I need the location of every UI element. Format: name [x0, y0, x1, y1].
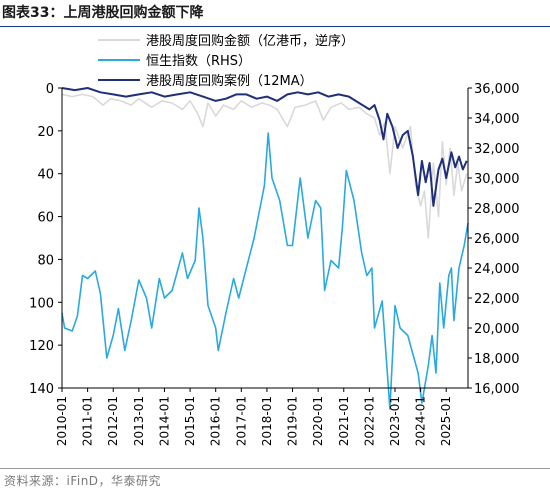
x-tick-label: 2023-01: [388, 396, 402, 446]
right-tick-label: 32,000: [474, 142, 520, 157]
x-tick-label: 2011-01: [81, 396, 95, 446]
right-tick-label: 26,000: [474, 232, 520, 247]
left-tick-label: 120: [29, 339, 54, 354]
left-tick-label: 40: [37, 168, 54, 183]
x-tick-label: 2024-01: [414, 396, 428, 446]
right-tick-label: 36,000: [474, 82, 520, 97]
x-tick-label: 2020-01: [311, 396, 325, 446]
legend-label-3: 港股周度回购案例（12MA）: [146, 73, 313, 89]
figure-title: 图表33：上周港股回购金额下降: [2, 2, 203, 22]
right-tick-label: 16,000: [474, 382, 520, 397]
right-tick-label: 30,000: [474, 172, 520, 187]
x-tick-label: 2025-01: [439, 396, 453, 446]
figure-title-text: 上周港股回购金额下降: [63, 5, 204, 21]
right-tick-label: 28,000: [474, 202, 520, 217]
x-tick-label: 2019-01: [286, 396, 300, 446]
right-tick-label: 22,000: [474, 292, 520, 307]
title-divider: [0, 26, 550, 27]
x-tick-label: 2013-01: [132, 396, 146, 446]
source-divider: [0, 468, 550, 469]
x-tick-label: 2017-01: [234, 396, 248, 446]
x-tick-label: 2016-01: [209, 396, 223, 446]
x-tick-label: 2012-01: [106, 396, 120, 446]
series-line-2: [61, 132, 469, 410]
x-tick-label: 2010-01: [55, 396, 69, 446]
right-tick-label: 20,000: [474, 322, 520, 337]
left-tick-label: 140: [29, 382, 54, 397]
legend-label-2: 恒生指数（RHS）: [146, 54, 251, 69]
left-tick-label: 80: [37, 253, 54, 268]
legend-label-1: 港股周度回购金额（亿港币，逆序）: [146, 33, 354, 49]
source-note: 资料来源：iFinD，华泰研究: [4, 474, 162, 488]
right-tick-label: 18,000: [474, 352, 520, 367]
x-tick-label: 2014-01: [157, 396, 171, 446]
series-line-3: [61, 87, 468, 207]
left-tick-label: 0: [46, 82, 54, 97]
right-tick-label: 34,000: [474, 112, 520, 127]
x-tick-label: 2021-01: [337, 396, 351, 446]
series-line-1: [61, 93, 468, 239]
x-tick-label: 2015-01: [183, 396, 197, 446]
chart-svg: 0 20 40 60 80 100 120 140 16,000 18,000 20,000 22,0…: [29, 33, 520, 446]
left-tick-label: 100: [29, 296, 54, 311]
left-tick-label: 20: [37, 125, 54, 140]
figure-number: 图表33：: [2, 5, 64, 21]
x-tick-label: 2022-01: [362, 396, 376, 446]
x-tick-label: 2018-01: [260, 396, 274, 446]
left-tick-label: 60: [37, 211, 54, 226]
right-tick-label: 24,000: [474, 262, 520, 277]
